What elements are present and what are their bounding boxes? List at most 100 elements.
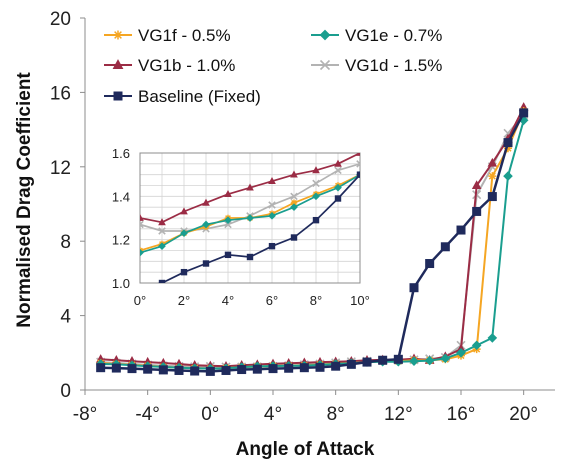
inset-series-triangle-point <box>246 183 254 191</box>
series-vg1b-1-0-point <box>487 157 498 167</box>
inset-series-triangle-point <box>202 198 210 206</box>
series-vg1e-0-7-point <box>487 333 498 343</box>
series-baseline-fixed-point <box>315 362 325 372</box>
inset-series-group <box>140 153 360 283</box>
series-baseline-fixed-point <box>252 364 262 374</box>
x-tick-label: 4° <box>264 404 282 425</box>
inset-series-diamond-point <box>158 242 166 251</box>
series-baseline-fixed-point <box>409 283 419 293</box>
inset-series-diamond-point <box>140 248 144 257</box>
series-baseline-fixed-point <box>378 355 388 365</box>
series-baseline-fixed-point <box>393 354 403 364</box>
inset-series-triangle-point <box>334 159 342 167</box>
series-baseline-fixed-point <box>519 108 529 118</box>
inset-y-tick-label: 1.0 <box>112 276 130 291</box>
inset-series-x-point <box>224 220 232 229</box>
y-tick-label: 12 <box>50 158 71 179</box>
series-vg1b-1-0-line <box>100 106 525 368</box>
inset-series-x-point <box>140 220 144 229</box>
legend-label: Baseline (Fixed) <box>138 87 261 106</box>
series-baseline-fixed-point <box>205 366 215 376</box>
inset-y-tick-label: 1.6 <box>112 146 130 161</box>
inset-series-x-point <box>312 179 320 188</box>
series-baseline-fixed-point <box>487 192 497 202</box>
inset-series-square-point <box>290 234 298 241</box>
y-tick-label: 8 <box>60 232 71 253</box>
legend-swatch-marker <box>113 30 123 40</box>
series-vg1e-0-7-point <box>456 348 466 358</box>
series-baseline-fixed-point <box>472 206 482 216</box>
series-vg1e-0-7-point <box>424 355 435 366</box>
legend-item: VG1d - 1.5% <box>311 56 442 75</box>
y-tick-label: 20 <box>50 9 71 30</box>
inset-x-tick-label: 2° <box>178 293 190 308</box>
inset-series-square-point <box>180 268 188 276</box>
inset-series-triangle-point <box>356 153 360 156</box>
legend-item: VG1f - 0.5% <box>104 26 231 45</box>
x-tick-label: 20° <box>509 404 538 425</box>
series-baseline-fixed-point <box>237 365 247 375</box>
inset-series-triangle-point <box>224 190 232 198</box>
y-axis-title: Normalised Drag Coefficient <box>14 72 35 328</box>
inset-series-triangle-point <box>140 213 144 221</box>
series-vg1e-0-7-point <box>440 353 451 364</box>
series-baseline-fixed-point <box>284 363 294 373</box>
legend: VG1f - 0.5% VG1e - 0.7% VG1b - 1.0% VG1d - … <box>104 26 442 106</box>
series-baseline-fixed-point <box>190 366 200 376</box>
series-baseline-fixed-point <box>268 364 278 374</box>
y-tick-label: 0 <box>60 381 71 402</box>
series-baseline-fixed-point <box>299 363 309 373</box>
main-plot: 0 4 8 12 16 20 -8° -4° 0° 4° 8° 12° 16° 20° <box>50 9 555 425</box>
series-baseline-fixed-point <box>127 364 137 374</box>
series-baseline-fixed-point <box>425 259 435 269</box>
inset-series-triangle-point <box>290 170 298 178</box>
series-baseline-fixed-point <box>111 363 121 373</box>
legend-label: VG1b - 1.0% <box>138 56 235 75</box>
inset-series-triangle-point <box>158 218 166 226</box>
inset-series-square-point <box>158 279 166 283</box>
series-baseline-fixed-point <box>331 361 341 371</box>
inset-x-tick-label: 10° <box>350 293 370 308</box>
y-tick-label: 16 <box>50 83 71 104</box>
x-tick-label: 16° <box>447 404 476 425</box>
series-baseline-fixed-point <box>221 365 231 375</box>
inset-series-diamond-point <box>290 203 298 212</box>
inset-x-tick-label: 6° <box>266 293 278 308</box>
inset-series-square-point <box>334 195 342 202</box>
x-tick-label: 0° <box>201 404 219 425</box>
series-baseline-fixed-point <box>158 365 168 375</box>
inset-x-tick-label: 8° <box>310 293 322 308</box>
x-tick-label: -8° <box>73 404 98 425</box>
series-baseline-fixed-point <box>346 359 356 369</box>
inset-x-tick-label: 0° <box>134 293 146 308</box>
series-vg1b-1-0-point <box>471 180 482 189</box>
inset-series-square-point <box>202 260 210 267</box>
inset-series-square-point <box>224 251 232 259</box>
inset-series-diamond-point <box>334 183 342 192</box>
inset-series-square-point <box>312 216 320 224</box>
series-baseline-fixed-point <box>96 363 106 373</box>
x-tick-label: 12° <box>384 404 413 425</box>
x-axis-title: Angle of Attack <box>236 439 375 460</box>
legend-swatch-marker <box>319 29 331 41</box>
legend-item: VG1b - 1.0% <box>104 56 235 75</box>
inset-plot: 1.0 1.2 1.4 1.6 0° 2° 4° 6° 8° 10° <box>88 141 386 319</box>
inset-y-tick-label: 1.4 <box>112 189 130 204</box>
series-vg1e-0-7-point <box>409 356 419 366</box>
inset-series-x-point <box>356 160 360 168</box>
series-vg1f-0-5-point <box>488 172 497 181</box>
legend-label: VG1e - 0.7% <box>345 26 442 45</box>
inset-series-diamond-point <box>312 192 320 201</box>
series-baseline-fixed-point <box>456 225 466 235</box>
inset-series-x-point <box>290 192 298 201</box>
x-tick-label: 8° <box>327 404 345 425</box>
inset-series-diamond-point <box>268 211 276 220</box>
series-baseline-fixed-point <box>143 364 153 374</box>
inset-series-square-point <box>356 171 360 178</box>
inset-series-triangle-point <box>180 207 188 215</box>
inset-x-tick-label: 4° <box>222 293 234 308</box>
legend-item: VG1e - 0.7% <box>311 26 442 45</box>
legend-item: Baseline (Fixed) <box>104 87 261 106</box>
series-baseline-fixed-point <box>503 138 513 148</box>
